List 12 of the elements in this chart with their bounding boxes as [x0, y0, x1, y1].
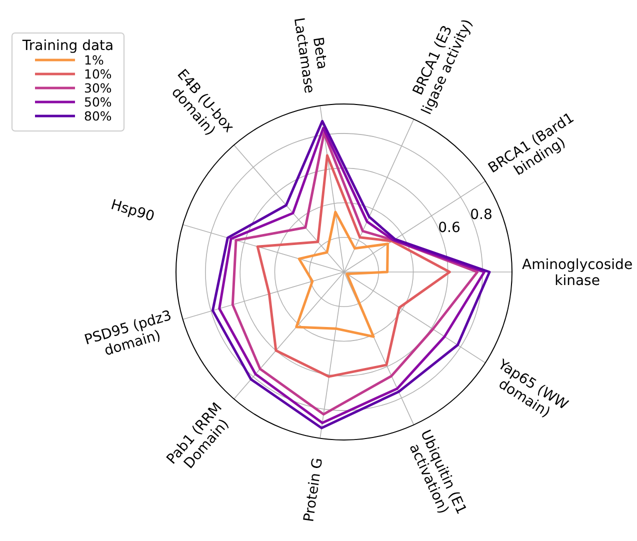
legend-label: 80%	[84, 108, 112, 124]
legend-label: 50%	[84, 94, 112, 110]
legend-label: 30%	[84, 80, 112, 96]
legend-label: 10%	[84, 66, 112, 82]
y-tick-label: 0.8	[470, 206, 492, 223]
legend-title: Training data	[21, 38, 114, 54]
legend-label: 1%	[84, 52, 104, 68]
spoke-label: Protein G	[301, 456, 326, 523]
spoke-label: Aminoglycoside kinase	[522, 257, 633, 289]
spoke-label: Hsp90	[109, 197, 156, 225]
spoke-label: Beta Lactamase	[290, 16, 330, 94]
y-tick-label: 0.6	[438, 220, 460, 236]
